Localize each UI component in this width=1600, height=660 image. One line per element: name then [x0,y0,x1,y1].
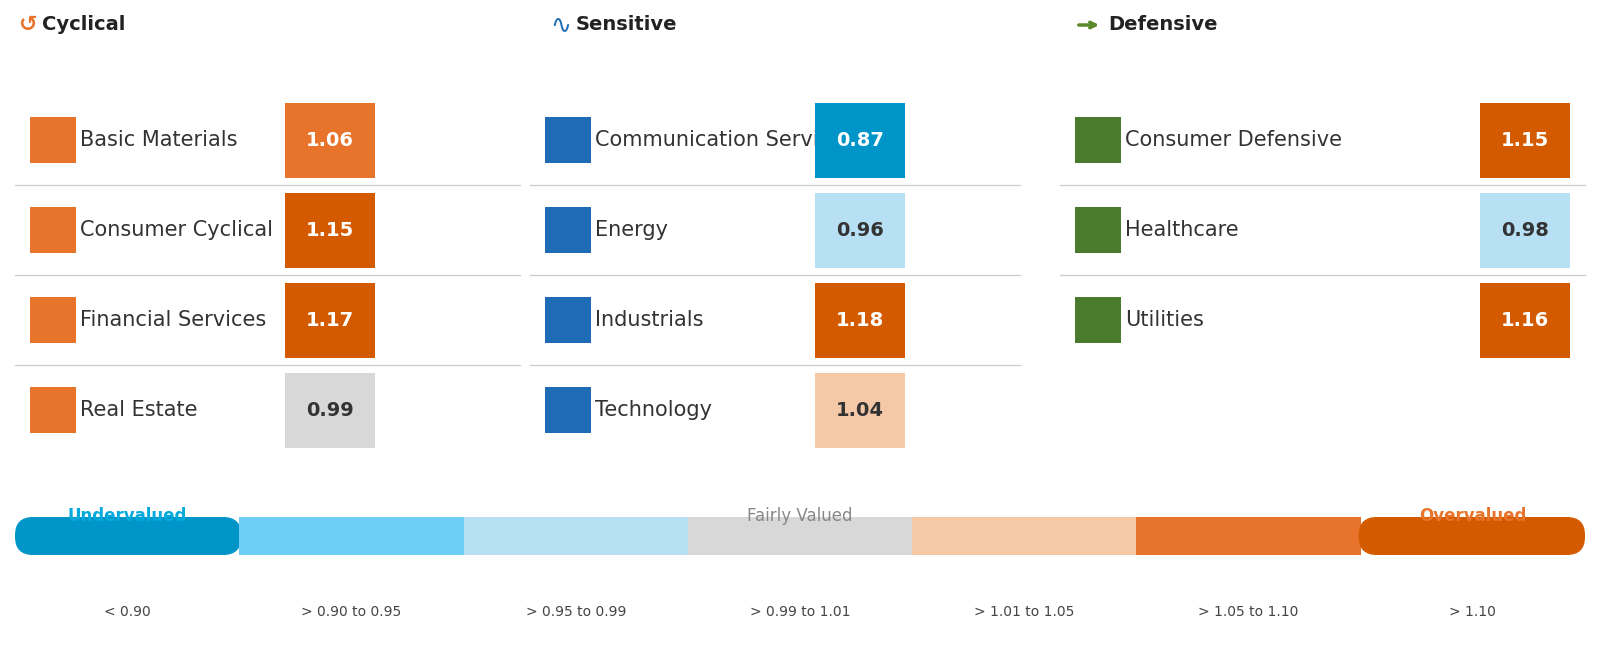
Bar [30,297,77,343]
Text: > 1.01 to 1.05: > 1.01 to 1.05 [974,605,1075,619]
Text: 1.16: 1.16 [1501,310,1549,329]
Text: > 0.95 to 0.99: > 0.95 to 0.99 [525,605,626,619]
Bar [546,297,590,343]
Bar [1075,207,1122,253]
Bar [814,282,906,358]
Bar [30,117,77,163]
Text: ↺: ↺ [18,15,37,35]
Text: 0.87: 0.87 [837,131,883,150]
Bar [285,102,374,178]
Bar [1480,102,1570,178]
Bar [814,193,906,267]
Text: Overvalued: Overvalued [1419,507,1526,525]
Bar [814,372,906,447]
Text: Utilities: Utilities [1125,310,1203,330]
Bar [1480,193,1570,267]
Text: Consumer Defensive: Consumer Defensive [1125,130,1342,150]
Text: Healthcare: Healthcare [1125,220,1238,240]
Bar [912,517,1136,555]
Bar [688,517,912,555]
Text: 1.17: 1.17 [306,310,354,329]
Bar [285,282,374,358]
Text: 0.98: 0.98 [1501,220,1549,240]
Text: < 0.90: < 0.90 [104,605,150,619]
FancyBboxPatch shape [1358,517,1586,555]
FancyBboxPatch shape [14,517,242,555]
Bar [464,517,688,555]
Text: ∿: ∿ [550,13,571,37]
Bar [546,207,590,253]
Text: Consumer Cyclical: Consumer Cyclical [80,220,274,240]
Text: Basic Materials: Basic Materials [80,130,237,150]
Bar [1075,117,1122,163]
Text: > 0.99 to 1.01: > 0.99 to 1.01 [750,605,850,619]
Bar [1075,297,1122,343]
Bar [1480,282,1570,358]
Bar [1136,517,1360,555]
Text: Technology: Technology [595,400,712,420]
Bar [546,117,590,163]
Bar [30,387,77,433]
Bar [814,102,906,178]
Text: > 1.05 to 1.10: > 1.05 to 1.10 [1198,605,1299,619]
Text: > 1.10: > 1.10 [1450,605,1496,619]
Bar [546,387,590,433]
Text: Real Estate: Real Estate [80,400,197,420]
Text: Undervalued: Undervalued [67,507,187,525]
Text: Financial Services: Financial Services [80,310,266,330]
Text: 1.18: 1.18 [835,310,885,329]
Text: Fairly Valued: Fairly Valued [747,507,853,525]
Text: 0.99: 0.99 [306,401,354,420]
Text: 1.04: 1.04 [835,401,883,420]
Bar [240,517,464,555]
Text: > 0.90 to 0.95: > 0.90 to 0.95 [301,605,402,619]
Text: Energy: Energy [595,220,669,240]
Bar [285,372,374,447]
Text: Communication Services: Communication Services [595,130,854,150]
Text: 1.06: 1.06 [306,131,354,150]
Text: Industrials: Industrials [595,310,704,330]
Text: Defensive: Defensive [1107,15,1218,34]
Text: 1.15: 1.15 [306,220,354,240]
Text: Sensitive: Sensitive [576,15,677,34]
Text: 1.15: 1.15 [1501,131,1549,150]
Text: Cyclical: Cyclical [42,15,125,34]
Text: 0.96: 0.96 [837,220,883,240]
Bar [285,193,374,267]
Bar [30,207,77,253]
